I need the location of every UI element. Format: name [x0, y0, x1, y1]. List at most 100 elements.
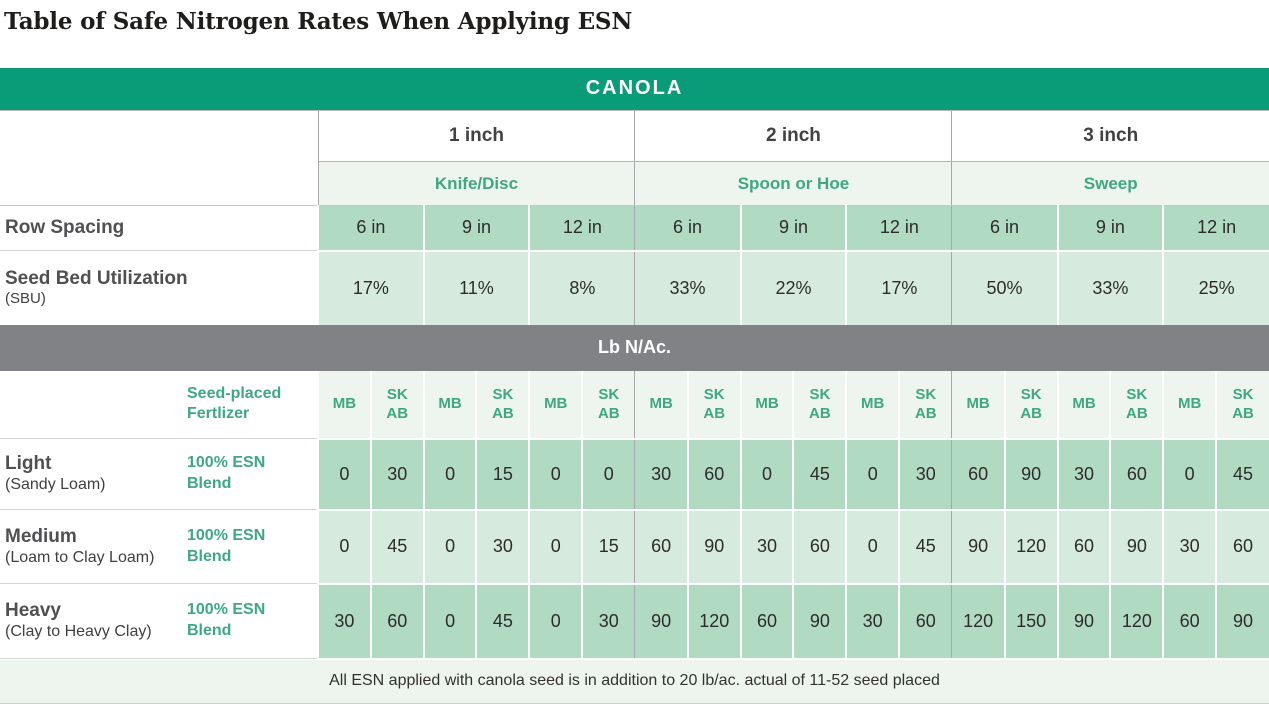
- row-spacing-value: 6 in: [951, 205, 1058, 252]
- unit-bar-row: Lb N/Ac.: [0, 324, 1269, 371]
- nitrogen-rate-cell: 30: [1056, 438, 1111, 511]
- nitrogen-rate-cell: 45: [792, 438, 847, 511]
- soil-row-label: Medium (Loam to Clay Loam): [0, 509, 185, 585]
- province-header: MB: [528, 370, 583, 440]
- row-spacing-row: Row Spacing 6 in 9 in 12 in 6 in 9 in 12…: [0, 205, 1269, 252]
- fertilizer-blend: 100% ESN Blend: [185, 583, 318, 660]
- nitrogen-rate-cell: 30: [475, 509, 530, 585]
- nitrogen-rate-cell: 60: [1162, 583, 1217, 660]
- nitrogen-rate-cell: 90: [792, 583, 847, 660]
- row-spacing-value: 12 in: [845, 205, 952, 252]
- province-header: MB: [951, 370, 1005, 440]
- province-header: MB: [317, 370, 371, 440]
- province-header: MB: [634, 370, 688, 440]
- nitrogen-rate-cell: 150: [1003, 583, 1058, 660]
- sbu-value: 17%: [317, 250, 424, 325]
- nitrogen-rate-cell: 15: [475, 438, 530, 511]
- nitrogen-rate-cell: 30: [581, 583, 635, 660]
- nitrogen-rate-cell: 0: [845, 438, 900, 511]
- nitrogen-rate-cell: 0: [581, 438, 635, 511]
- sbu-label-cell: Seed Bed Utilization (SBU): [0, 251, 318, 325]
- nitrogen-rate-cell: 0: [317, 438, 371, 511]
- sbu-value: 25%: [1162, 250, 1269, 325]
- province-header: MB: [1162, 370, 1217, 440]
- province-header: SK AB: [898, 370, 952, 440]
- sbu-value: 11%: [422, 250, 530, 325]
- row-spacing-value: 9 in: [1056, 205, 1164, 252]
- depth-header-spacer: [0, 111, 318, 162]
- footnote: All ESN applied with canola seed is in a…: [0, 658, 1269, 705]
- fertilizer-blend: 100% ESN Blend: [185, 509, 318, 585]
- nitrogen-rate-cell: 30: [634, 438, 688, 511]
- soil-name: Medium: [5, 525, 77, 547]
- nitrogen-rate-cell: 30: [898, 438, 952, 511]
- nitrogen-rate-cell: 60: [951, 438, 1005, 511]
- province-header: SK AB: [1215, 370, 1269, 440]
- nitrogen-rate-cell: 90: [1056, 583, 1111, 660]
- soil-row-light: Light (Sandy Loam) 100% ESN Blend 0 30 0…: [0, 438, 1269, 511]
- depth-header: 1 inch: [317, 110, 635, 163]
- nitrogen-rate-cell: 120: [686, 583, 741, 660]
- nitrogen-rate-cell: 90: [1215, 583, 1269, 660]
- nitrogen-rate-cell: 0: [528, 438, 583, 511]
- nitrogen-rate-cell: 60: [369, 583, 424, 660]
- nitrogen-rate-cell: 45: [475, 583, 530, 660]
- fertilizer-blend: 100% ESN Blend: [185, 438, 318, 511]
- nitrogen-rate-cell: 60: [739, 583, 794, 660]
- province-header: SK AB: [1109, 370, 1164, 440]
- opener-header: Spoon or Hoe: [634, 161, 952, 207]
- opener-header: Sweep: [951, 161, 1269, 207]
- row-spacing-value: 9 in: [739, 205, 847, 252]
- nitrogen-rate-cell: 0: [422, 438, 477, 511]
- nitrogen-rate-cell: 60: [1109, 438, 1164, 511]
- nitrogen-rate-cell: 0: [528, 583, 583, 660]
- sbu-row: Seed Bed Utilization (SBU) 17% 11% 8% 33…: [0, 250, 1269, 325]
- nitrogen-rate-cell: 120: [951, 583, 1005, 660]
- province-header: SK AB: [369, 370, 424, 440]
- nitrogen-rate-cell: 30: [739, 509, 794, 585]
- nitrogen-rate-cell: 15: [581, 509, 635, 585]
- province-header: SK AB: [475, 370, 530, 440]
- row-spacing-value: 6 in: [634, 205, 741, 252]
- nitrogen-rate-cell: 60: [792, 509, 847, 585]
- province-header: SK AB: [686, 370, 741, 440]
- sbu-value: 8%: [528, 250, 635, 325]
- row-spacing-value: 12 in: [528, 205, 635, 252]
- nitrogen-rate-cell: 120: [1003, 509, 1058, 585]
- seed-placed-fertilizer-header: Seed-placed Fertlizer: [185, 370, 318, 440]
- depth-header: 3 inch: [951, 110, 1269, 163]
- province-header-row: Seed-placed Fertlizer MB SK AB MB SK AB …: [0, 370, 1269, 440]
- province-header: MB: [422, 370, 477, 440]
- nitrogen-rate-cell: 0: [528, 509, 583, 585]
- soil-row-label: Heavy (Clay to Heavy Clay): [0, 583, 185, 660]
- row-spacing-value: 9 in: [422, 205, 530, 252]
- soil-subname: (Sandy Loam): [5, 476, 106, 494]
- nitrogen-rate-cell: 45: [1215, 438, 1269, 511]
- sbu-value: 17%: [845, 250, 952, 325]
- nitrogen-rate-cell: 0: [422, 509, 477, 585]
- province-header: SK AB: [1003, 370, 1058, 440]
- nitrogen-rate-cell: 45: [898, 509, 952, 585]
- soil-subname: (Clay to Heavy Clay): [5, 623, 152, 641]
- nitrogen-rate-cell: 30: [369, 438, 424, 511]
- soil-row-heavy: Heavy (Clay to Heavy Clay) 100% ESN Blen…: [0, 583, 1269, 660]
- province-header: SK AB: [792, 370, 847, 440]
- footnote-row: All ESN applied with canola seed is in a…: [0, 658, 1269, 705]
- depth-header: 2 inch: [634, 110, 952, 163]
- nitrogen-rate-cell: 0: [845, 509, 900, 585]
- crop-banner-row: CANOLA: [0, 67, 1269, 112]
- row-spacing-value: 6 in: [317, 205, 424, 252]
- page-title: Table of Safe Nitrogen Rates When Applyi…: [4, 8, 633, 35]
- nitrogen-rate-cell: 60: [686, 438, 741, 511]
- sbu-value: 33%: [1056, 250, 1164, 325]
- nitrogen-rate-cell: 60: [898, 583, 952, 660]
- nitrogen-rate-cell: 60: [1056, 509, 1111, 585]
- nitrogen-rate-cell: 30: [317, 583, 371, 660]
- soil-subname: (Loam to Clay Loam): [5, 548, 155, 566]
- sbu-label: Seed Bed Utilization: [5, 267, 188, 289]
- nitrogen-rate-cell: 30: [1162, 509, 1217, 585]
- opener-header-row: Knife/Disc Spoon or Hoe Sweep: [0, 161, 1269, 207]
- soil-name: Light: [5, 453, 52, 475]
- nitrogen-rate-cell: 0: [1162, 438, 1217, 511]
- sbu-value: 33%: [634, 250, 741, 325]
